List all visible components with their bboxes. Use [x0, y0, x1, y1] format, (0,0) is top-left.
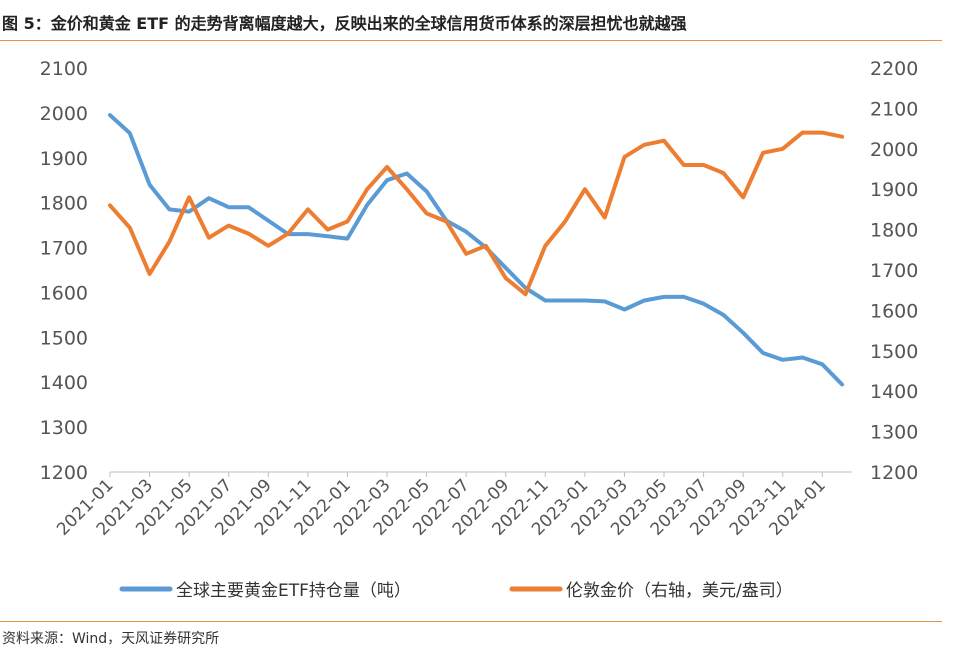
- legend-label-gold: 伦敦金价（右轴，美元/盎司）: [566, 581, 793, 601]
- left-tick-label: 1900: [40, 148, 88, 170]
- left-axis-ticks: 2100 2000 1900 1800 1700 1600 1500 1400 1300 1200: [40, 58, 88, 484]
- right-tick-label: 2100: [870, 98, 918, 120]
- gold-etf-chart: 2100 2000 1900 1800 1700 1600 1500 1400 1300 1200…: [40, 58, 919, 601]
- left-tick-label: 1500: [40, 327, 88, 349]
- right-tick-label: 1500: [870, 341, 918, 363]
- right-tick-label: 2200: [870, 58, 918, 80]
- right-tick-label: 1600: [870, 300, 918, 322]
- left-tick-label: 1400: [40, 372, 88, 394]
- header-divider: [0, 40, 942, 41]
- gold-price-line: [108, 130, 845, 297]
- right-tick-label: 1300: [870, 422, 918, 444]
- right-tick-label: 1400: [870, 381, 918, 403]
- left-tick-label: 1800: [40, 193, 88, 215]
- right-tick-label: 1800: [870, 220, 918, 242]
- legend-label-etf: 全球主要黄金ETF持仓量（吨）: [176, 581, 411, 601]
- x-axis-ticks: 2021-012021-032021-052021-072021-092021-…: [53, 472, 830, 540]
- right-tick-label: 1200: [870, 462, 918, 484]
- legend: 全球主要黄金ETF持仓量（吨） 伦敦金价（右轴，美元/盎司）: [119, 581, 793, 601]
- source-note: 资料来源：Wind，天风证券研究所: [2, 631, 220, 647]
- left-tick-label: 2100: [40, 58, 88, 80]
- right-tick-label: 2000: [870, 139, 918, 161]
- left-tick-label: 2000: [40, 103, 88, 125]
- right-tick-label: 1900: [870, 179, 918, 201]
- right-tick-label: 1700: [870, 260, 918, 282]
- left-tick-label: 1600: [40, 282, 88, 304]
- left-tick-label: 1200: [40, 462, 88, 484]
- etf-holdings-line: [108, 113, 845, 387]
- right-axis-ticks: 2200 2100 2000 1900 1800 1700 1600 1500 1400 1300…: [870, 58, 918, 484]
- series-lines: [108, 113, 845, 387]
- left-tick-label: 1300: [40, 417, 88, 439]
- footer-divider: [0, 621, 942, 622]
- chart-title: 图 5：金价和黄金 ETF 的走势背离幅度越大，反映出来的全球信用货币体系的深层…: [2, 14, 687, 33]
- left-tick-label: 1700: [40, 238, 88, 260]
